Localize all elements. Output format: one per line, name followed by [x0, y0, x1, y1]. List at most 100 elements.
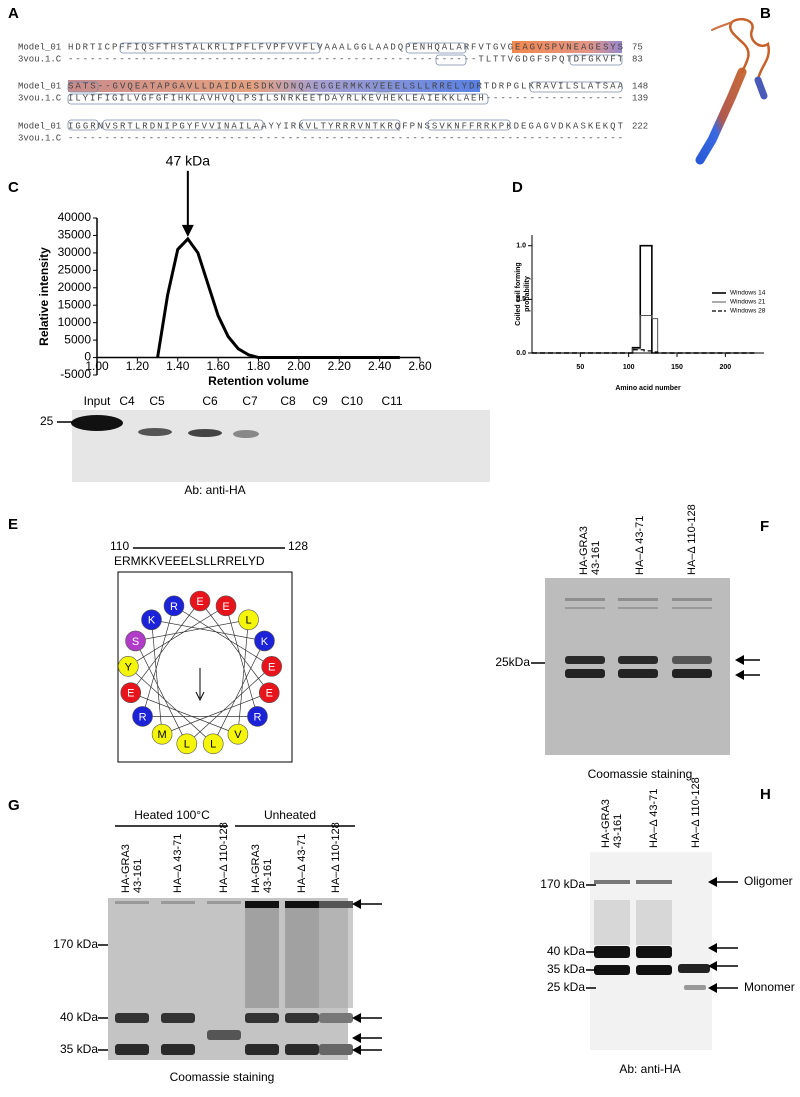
sequence-number: 83: [632, 54, 643, 64]
band: [138, 428, 172, 436]
band: [188, 429, 222, 437]
smear: [285, 908, 319, 1008]
lane-label: C11: [381, 394, 402, 408]
band: [636, 965, 672, 975]
smear: [594, 900, 630, 945]
band: [565, 598, 605, 601]
band: [207, 901, 241, 904]
data-line: [532, 244, 755, 354]
lane-label: HA–Δ 110-128: [330, 822, 342, 893]
lane-label: 43-161: [612, 814, 624, 848]
lane-label: HA–Δ 110-128: [686, 504, 698, 575]
residue: [118, 656, 139, 677]
x-tick-label: 2.20: [328, 359, 352, 373]
lane-label: HA–Δ 43-71: [634, 516, 646, 575]
band: [594, 965, 630, 975]
x-tick-label: 50: [576, 364, 584, 371]
band: [115, 901, 149, 904]
arrow-head: [352, 899, 361, 909]
band: [672, 607, 712, 609]
y-tick-label: 0: [84, 350, 91, 364]
residue-label: R: [139, 711, 147, 723]
band: [618, 607, 658, 609]
residue: [141, 609, 162, 631]
x-tick-label: 150: [671, 364, 683, 371]
sequence: ERMKKVEEELSLLRRELYD: [114, 554, 265, 568]
annotation: Oligomer: [744, 874, 793, 888]
lane-label: Input: [84, 394, 111, 408]
residue: [132, 706, 153, 727]
band: [684, 985, 706, 990]
y-tick-label: 35000: [58, 228, 92, 242]
sequence-name: Model_01: [18, 121, 61, 131]
segment-box: [427, 119, 511, 131]
residue-label: L: [184, 739, 190, 751]
residue-label: R: [170, 601, 178, 613]
blot-caption: Ab: anti-HA: [619, 1062, 680, 1076]
y-tick-label: -5000: [60, 367, 91, 381]
x-tick-label: 1.00: [85, 359, 109, 373]
band: [565, 656, 605, 664]
residue-label: K: [261, 636, 269, 648]
lane-label: HA–Δ 43-71: [648, 789, 660, 848]
x-axis-label: Retention volume: [208, 374, 309, 388]
residue: [258, 682, 280, 704]
arrow-head: [735, 655, 744, 665]
lane-label: C6: [202, 394, 218, 408]
legend-label: Windows 21: [730, 299, 766, 306]
residue: [254, 630, 275, 652]
group-label: Unheated: [264, 808, 316, 822]
y-tick-label: 0.0: [516, 350, 526, 357]
arrow-head: [708, 943, 717, 953]
arrow-head: [181, 224, 194, 237]
x-tick-label: 1.40: [166, 359, 190, 373]
panel-letter: F: [760, 518, 769, 535]
x-tick-label: 2.60: [408, 359, 432, 373]
band: [636, 946, 672, 958]
y-tick-label: 25000: [58, 263, 92, 277]
smear: [319, 908, 353, 1008]
band: [672, 656, 712, 664]
arrow-head: [352, 1045, 361, 1055]
band: [618, 598, 658, 601]
arrow-head: [735, 670, 744, 680]
blot: [72, 410, 490, 482]
panel-letter: B: [760, 5, 771, 22]
arrow-head: [352, 1013, 361, 1023]
wheel-frame: [117, 571, 293, 763]
sequence-number: 148: [632, 81, 648, 91]
marker-label: 170 kDa: [53, 937, 98, 951]
y-axis-label: probability: [524, 276, 531, 312]
annotation: Monomer: [744, 980, 795, 994]
residue-label: E: [222, 601, 229, 613]
lane-label: C7: [242, 394, 258, 408]
sequence: ----------------------------------------…: [68, 54, 624, 64]
gel: [545, 578, 730, 755]
lane-label: HA–Δ 43-71: [296, 834, 308, 893]
segment-box: [67, 93, 489, 105]
band: [319, 1013, 353, 1023]
y-tick-label: 40000: [58, 210, 92, 224]
lane-label: HA-GRA3: [250, 844, 262, 893]
sequence-name: Model_01: [18, 42, 61, 52]
band: [285, 1013, 319, 1023]
marker-label: 170 kDa: [540, 877, 585, 891]
band: [565, 669, 605, 678]
x-axis-label: Amino acid number: [615, 385, 681, 392]
x-tick-label: 2.00: [287, 359, 311, 373]
sequence: ----------------------------------------…: [68, 133, 623, 143]
highlight: [512, 41, 622, 53]
residue-label: L: [245, 615, 251, 627]
x-tick-label: 1.80: [247, 359, 271, 373]
residue-label: Y: [125, 661, 133, 673]
legend-label: Windows 14: [730, 290, 766, 297]
x-tick-label: 100: [623, 364, 635, 371]
y-tick-label: 30000: [58, 245, 92, 259]
band: [672, 669, 712, 678]
lane-label: 43-161: [590, 541, 602, 575]
smear: [245, 908, 279, 1008]
segment-box: [102, 119, 264, 131]
y-axis-label: Coiled coil forming: [515, 262, 522, 325]
